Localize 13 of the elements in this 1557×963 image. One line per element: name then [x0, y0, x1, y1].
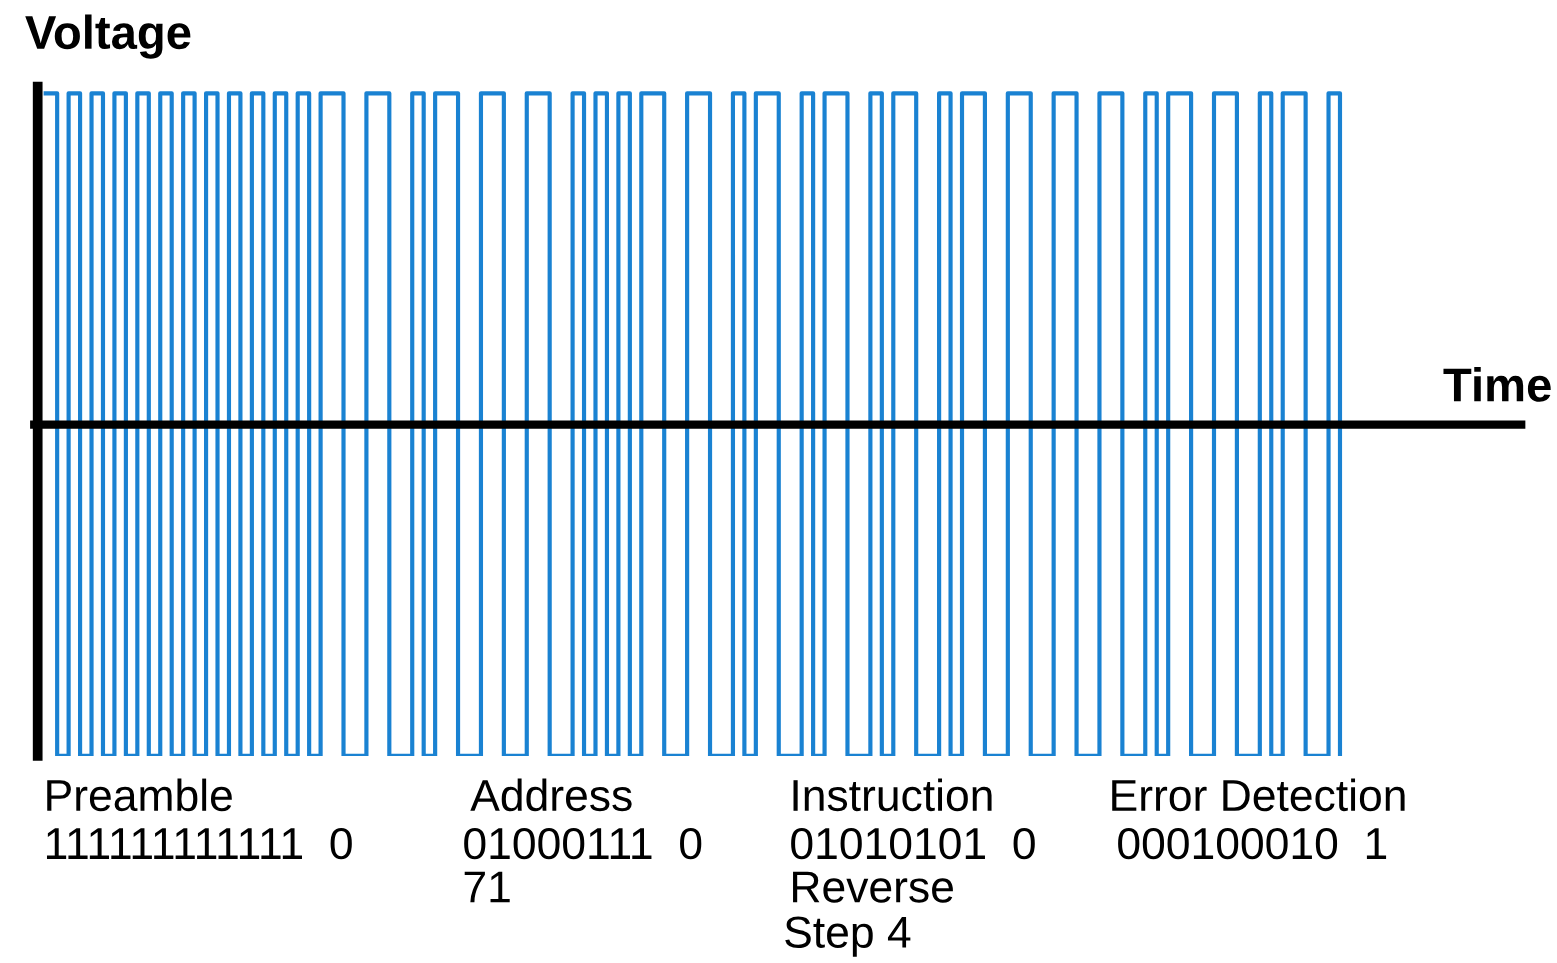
text: 01010101 0	[791, 827, 1035, 860]
text: 71	[464, 871, 510, 903]
text: Error Detection	[1112, 778, 1405, 812]
x-axis-title: Time	[1443, 367, 1551, 402]
text: Address	[470, 778, 632, 812]
text: 01000111 0	[464, 827, 702, 860]
text: 000100010 1	[1118, 827, 1387, 860]
text: Instruction	[793, 778, 992, 812]
text: Preamble	[47, 778, 232, 812]
text: Step 4	[785, 916, 911, 957]
text: 111111111111 0	[46, 827, 352, 860]
text: Reverse	[793, 871, 953, 903]
y-axis-title: Voltage	[25, 14, 191, 59]
